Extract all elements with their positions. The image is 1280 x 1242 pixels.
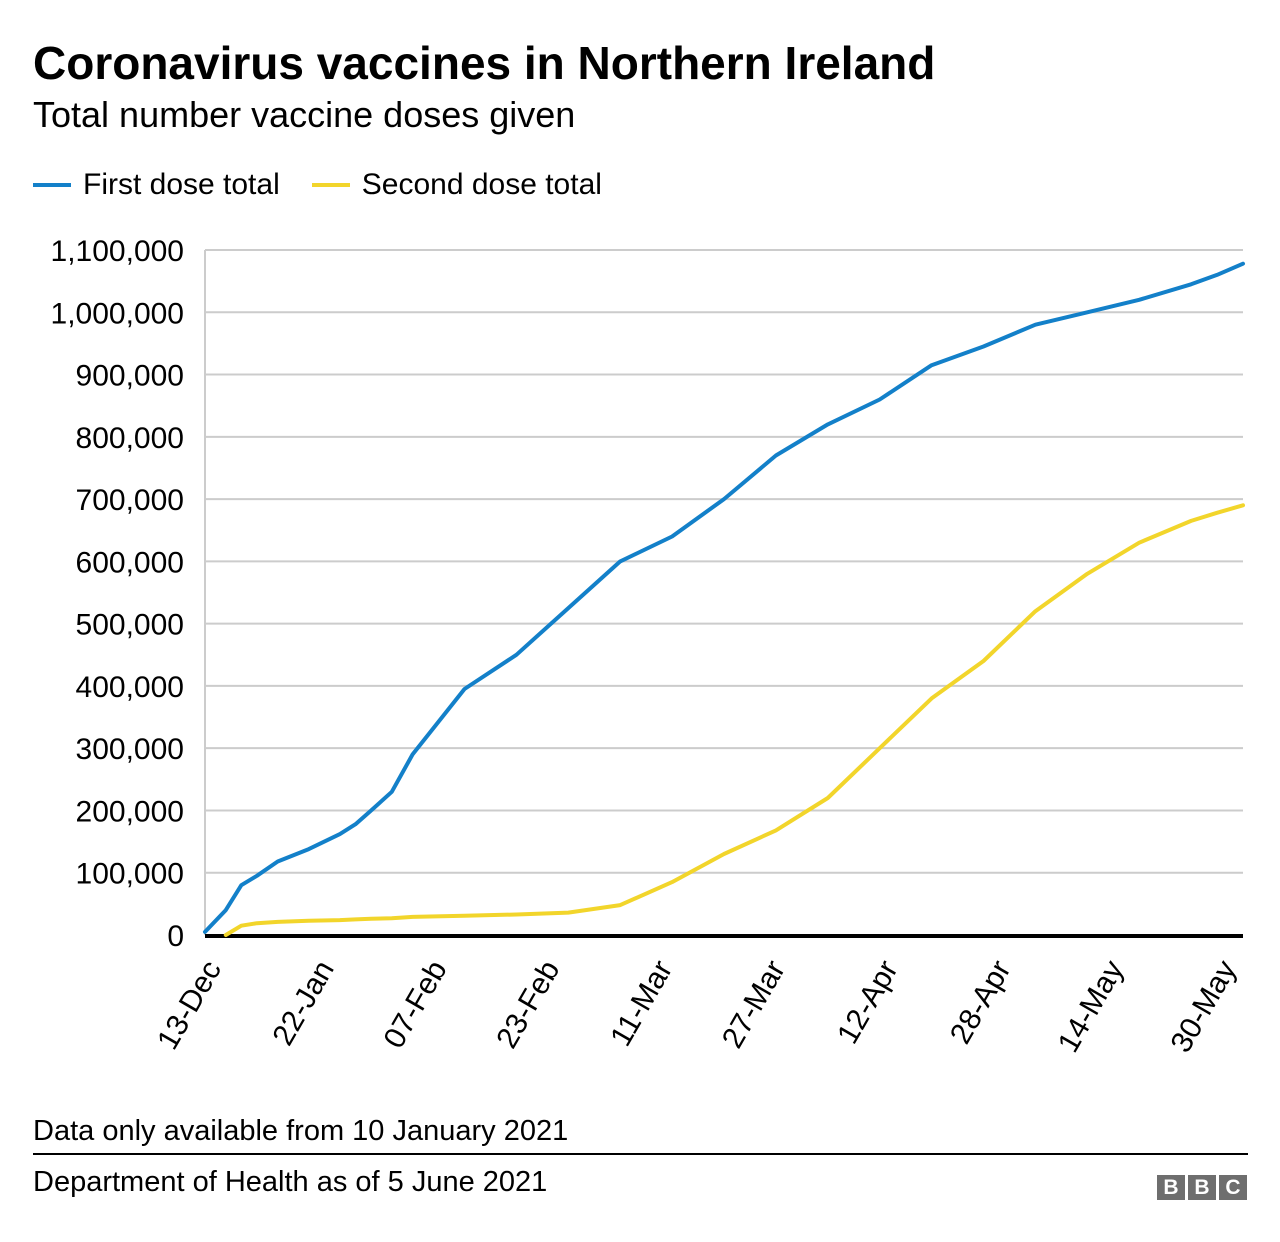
legend-label-first-dose: First dose total — [83, 168, 280, 201]
chart-note: Data only available from 10 January 2021 — [33, 1115, 569, 1147]
legend-label-second-dose: Second dose total — [361, 168, 602, 201]
y-tick-label: 400,000 — [76, 671, 184, 704]
x-tick-label: 12-Apr — [831, 955, 905, 1049]
series-line-first-dose-total — [203, 261, 1245, 934]
y-tick-label: 0 — [167, 920, 184, 953]
x-tick-label: 22-Jan — [266, 955, 340, 1051]
x-tick-label: 11-Mar — [604, 955, 679, 1052]
y-tick-label: 600,000 — [76, 546, 184, 579]
y-tick-label: 1,000,000 — [51, 297, 184, 330]
y-axis: 0 100,000 200,000 300,000 400,000 500,000 600,… — [51, 235, 184, 953]
bbc-logo-letter: B — [1157, 1175, 1185, 1200]
legend-swatch-second-dose — [311, 183, 350, 187]
y-tick-label: 300,000 — [76, 733, 184, 766]
y-tick-label: 700,000 — [76, 484, 184, 517]
x-tick-label: 07-Feb — [378, 955, 454, 1054]
chart-subtitle: Total number vaccine doses given — [33, 94, 576, 135]
gridlines — [204, 249, 1243, 938]
bbc-logo-letter: B — [1188, 1175, 1216, 1200]
chart-title: Coronavirus vaccines in Northern Ireland — [33, 37, 936, 89]
source-text: Department of Health as of 5 June 2021 — [33, 1166, 548, 1198]
x-axis: 13-Dec 22-Jan 07-Feb 23-Feb 11-Mar 27-Mar 12-A… — [151, 955, 1243, 1058]
legend-item-first-dose: First dose total — [33, 168, 280, 202]
bbc-logo-letter: C — [1219, 1175, 1247, 1200]
line-chart: 0 100,000 200,000 300,000 400,000 500,000 600,… — [51, 235, 1245, 1058]
y-tick-label: 500,000 — [76, 609, 184, 642]
x-tick-label: 13-Dec — [151, 955, 228, 1055]
footer-divider — [33, 1153, 1248, 1155]
legend-item-second-dose: Second dose total — [311, 168, 602, 202]
legend: First dose total Second dose total — [33, 168, 634, 202]
x-tick-label: 30-May — [1164, 955, 1243, 1058]
y-tick-label: 1,100,000 — [51, 235, 184, 268]
x-tick-label: 23-Feb — [490, 955, 566, 1054]
series-lines — [203, 261, 1245, 937]
legend-swatch-first-dose — [33, 183, 71, 187]
y-tick-label: 900,000 — [76, 360, 184, 393]
x-tick-label: 14-May — [1052, 955, 1131, 1058]
bbc-logo: B B C — [1157, 1175, 1247, 1200]
y-tick-label: 200,000 — [76, 795, 184, 828]
x-tick-label: 28-Apr — [944, 955, 1018, 1049]
y-tick-label: 100,000 — [76, 858, 184, 891]
x-tick-label: 27-Mar — [716, 955, 792, 1054]
series-line-second-dose-total — [223, 503, 1245, 937]
y-tick-label: 800,000 — [76, 422, 184, 455]
